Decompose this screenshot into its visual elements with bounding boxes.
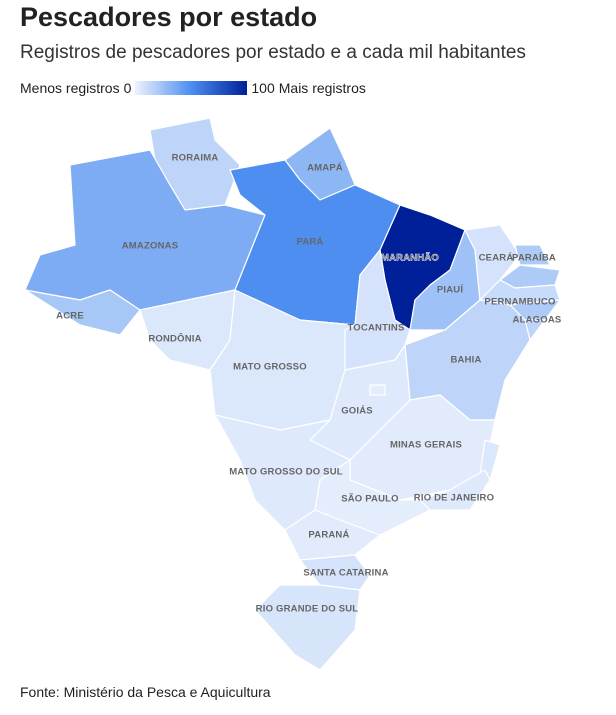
state-label: GOIÁS [341,406,373,417]
state-label: PIAUÍ [437,285,463,296]
state [514,244,551,266]
map: RORAIMA AMAPÁ AMAZONAS ACRE PARÁ MARANHÃO PIAU… [24,117,562,671]
state-label: PERNAMBUCO [484,297,555,308]
state-label: BAHIA [450,355,481,366]
source: Fonte: Ministério da Pesca e Aquicultura [20,684,271,700]
state-label: MINAS GERAIS [390,440,462,451]
state [254,584,361,671]
title: Pescadores por estado [20,2,318,32]
state-label: SÃO PAULO [341,494,399,505]
state-label: ALAGOAS [513,315,562,326]
state-label: ACRE [56,311,84,322]
state-label: MARANHÃO [381,253,439,264]
legend-ramp [135,81,248,95]
state-label: RONDÔNIA [148,333,201,345]
state-label: SANTA CATARINA [303,568,388,579]
state-label: PARAÍBA [512,253,556,264]
state [214,414,351,531]
state-label: TOCANTINS [347,323,404,334]
state [369,384,386,396]
state [299,554,371,591]
state-label: RIO DE JANEIRO [414,493,494,504]
state-label: AMAPÁ [307,163,343,174]
legend-max: 100 [251,80,275,96]
state-label: RIO GRANDE DO SUL [256,604,359,615]
legend-min-label: Menos registros [20,80,120,96]
state-label: MATO GROSSO DO SUL [229,467,343,478]
state-label: PARÁ [296,237,323,248]
state-label: PARANÁ [308,530,349,541]
state-label: AMAZONAS [122,241,179,252]
legend: Menos registros 0 100 Mais registros [20,80,366,96]
legend-max-label: Mais registros [278,80,366,96]
subtitle: Registros de pescadores por estado e a c… [20,42,526,63]
state-label: MATO GROSSO [233,362,307,373]
legend-min: 0 [123,80,132,96]
state-label: CEARÁ [479,253,514,264]
state-label: RORAIMA [172,153,219,164]
